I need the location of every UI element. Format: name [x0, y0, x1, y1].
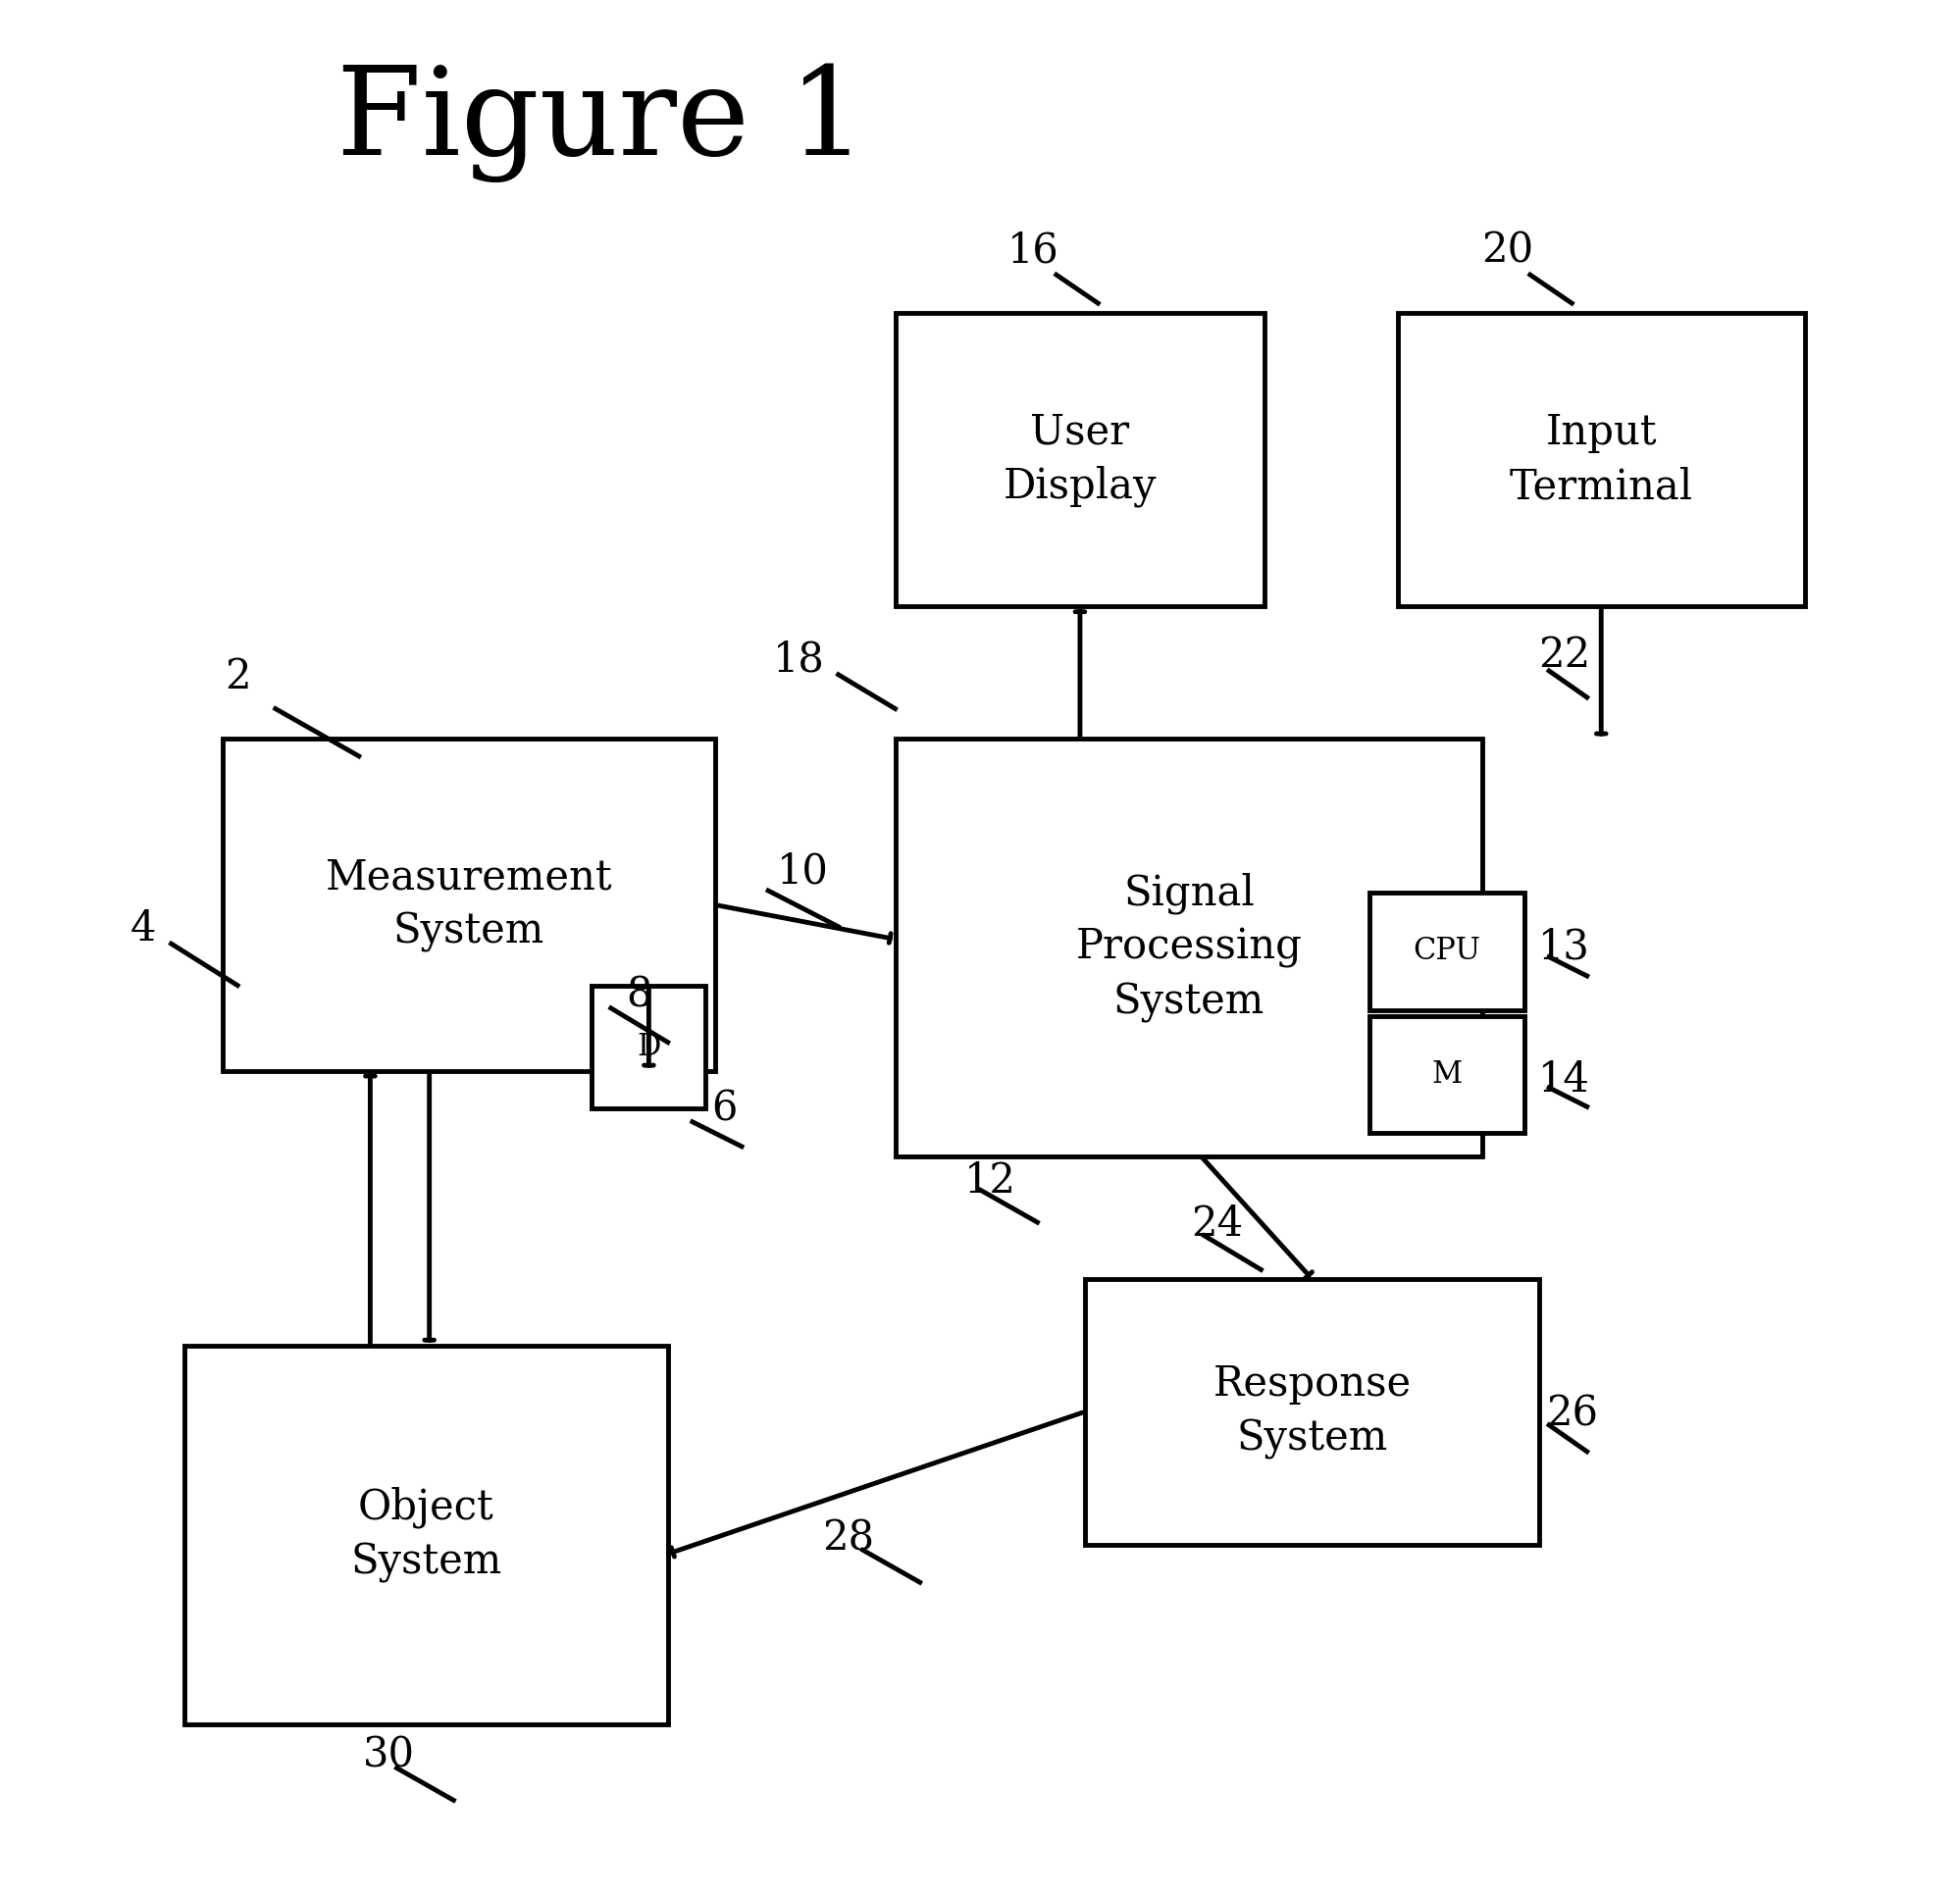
Bar [1084, 1279, 1539, 1544]
Bar [184, 1345, 668, 1724]
Text: 6: 6 [711, 1088, 737, 1129]
Bar [592, 985, 706, 1109]
Bar [1397, 313, 1803, 606]
Text: Object
System: Object System [351, 1488, 502, 1582]
Text: Response
System: Response System [1213, 1364, 1411, 1459]
Bar [1368, 1016, 1523, 1133]
Text: 28: 28 [821, 1518, 874, 1560]
Text: Figure 1: Figure 1 [337, 64, 866, 182]
Text: 10: 10 [776, 851, 827, 893]
Text: 13: 13 [1537, 927, 1590, 968]
Text: 14: 14 [1537, 1059, 1590, 1101]
Text: 30: 30 [363, 1734, 416, 1776]
Text: 24: 24 [1192, 1203, 1243, 1245]
Text: Input
Terminal: Input Terminal [1509, 411, 1691, 508]
Bar [896, 313, 1264, 606]
Text: User
Display: User Display [1004, 411, 1156, 508]
Text: 12: 12 [964, 1160, 1015, 1201]
Text: 26: 26 [1544, 1393, 1597, 1435]
Text: 4: 4 [129, 908, 155, 949]
Text: 22: 22 [1537, 635, 1590, 677]
Text: Signal
Processing
System: Signal Processing System [1076, 872, 1301, 1023]
Text: CPU: CPU [1411, 936, 1480, 966]
Text: 18: 18 [772, 639, 823, 680]
Bar [221, 739, 715, 1071]
Text: 20: 20 [1480, 229, 1533, 271]
Text: Measurement
System: Measurement System [325, 857, 612, 953]
Text: 2: 2 [223, 656, 251, 697]
Text: 8: 8 [625, 974, 653, 1016]
Bar [1368, 893, 1523, 1010]
Text: 16: 16 [1007, 229, 1058, 271]
Text: M: M [1431, 1059, 1462, 1090]
Bar [896, 739, 1482, 1156]
Text: D: D [637, 1031, 661, 1063]
